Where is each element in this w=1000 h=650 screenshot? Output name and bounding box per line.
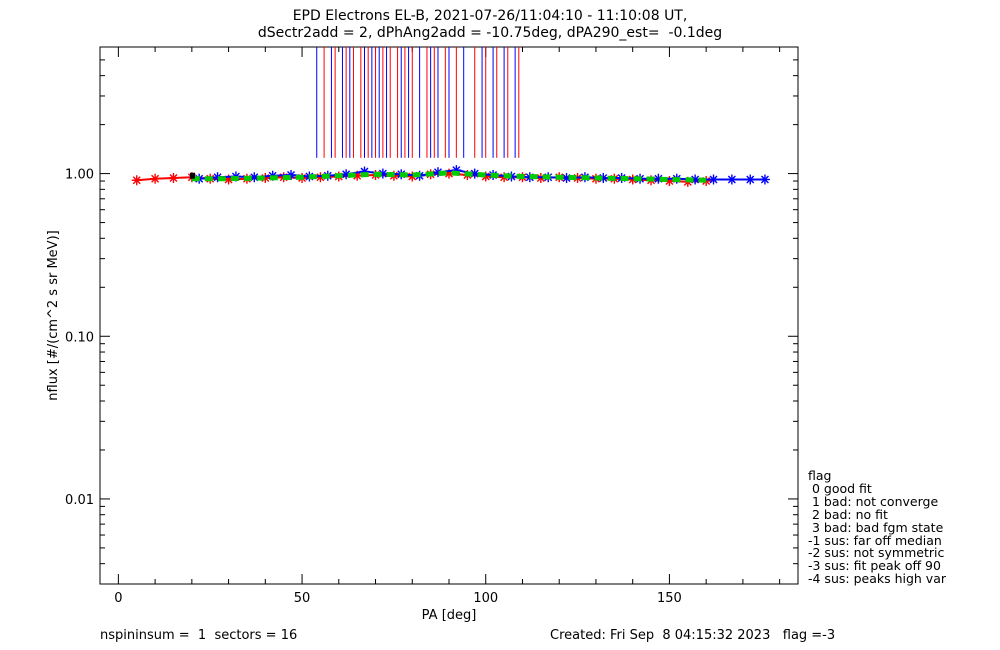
data-point-stroke (213, 173, 222, 182)
series-fit-line (191, 170, 707, 183)
x-tick-label: 50 (294, 591, 311, 606)
y-tick-label: 0.01 (65, 493, 94, 508)
data-point-stroke (760, 175, 769, 184)
y-tick-label: 1.00 (65, 168, 94, 183)
data-point-stroke (433, 168, 442, 177)
legend-item: 1 bad: not converge (808, 493, 939, 509)
data-point-stroke (709, 175, 718, 184)
data-point (150, 173, 161, 184)
data-point-stroke (746, 175, 755, 184)
legend-item: -2 sus: not symmetric (808, 545, 945, 561)
footer-info: nspininsum = 1 sectors = 16 (100, 628, 298, 643)
data-point-stroke (151, 174, 160, 183)
data-point (745, 174, 756, 185)
flag-legend: flag 0 good fit 1 bad: not converge 2 ba… (808, 468, 947, 587)
data-point-stroke (353, 171, 362, 180)
data-point (708, 174, 719, 185)
legend-item: -1 sus: far off median (808, 532, 942, 548)
start-marker (190, 172, 196, 179)
chart-title-line2: dSectr2add = 2, dPhAng2add = -10.75deg, … (257, 25, 723, 41)
data-point (759, 174, 770, 185)
chart-title-line1: EPD Electrons EL-B, 2021-07-26/11:04:10 … (292, 8, 688, 24)
data-point (168, 172, 179, 183)
data-point-stroke (342, 170, 351, 179)
x-tick-label: 0 (114, 591, 122, 606)
data-point (726, 174, 737, 185)
legend-item: 3 bad: bad fgm state (808, 519, 944, 535)
footer-created: Created: Fri Sep 8 04:15:32 2023 flag =-… (550, 628, 836, 643)
legend-item: -4 sus: peaks high var (808, 571, 947, 587)
legend-item: 2 bad: no fit (808, 506, 888, 522)
y-axis-label: nflux [#/(cm^2 s sr MeV)] (46, 230, 61, 400)
y-tick-label: 0.10 (65, 330, 94, 345)
data-point-stroke (169, 173, 178, 182)
data-point-stroke (132, 176, 141, 185)
data-point-stroke (250, 173, 259, 182)
legend-item: 0 good fit (808, 480, 872, 496)
data-point-stroke (654, 174, 663, 183)
data-point-stroke (727, 175, 736, 184)
x-tick-label: 150 (657, 591, 682, 606)
data-point (131, 175, 142, 186)
legend-title: flag (808, 468, 832, 483)
x-tick-label: 100 (473, 591, 498, 606)
x-axis-label: PA [deg] (422, 608, 477, 623)
legend-item: -3 sus: fit peak off 90 (808, 558, 941, 574)
